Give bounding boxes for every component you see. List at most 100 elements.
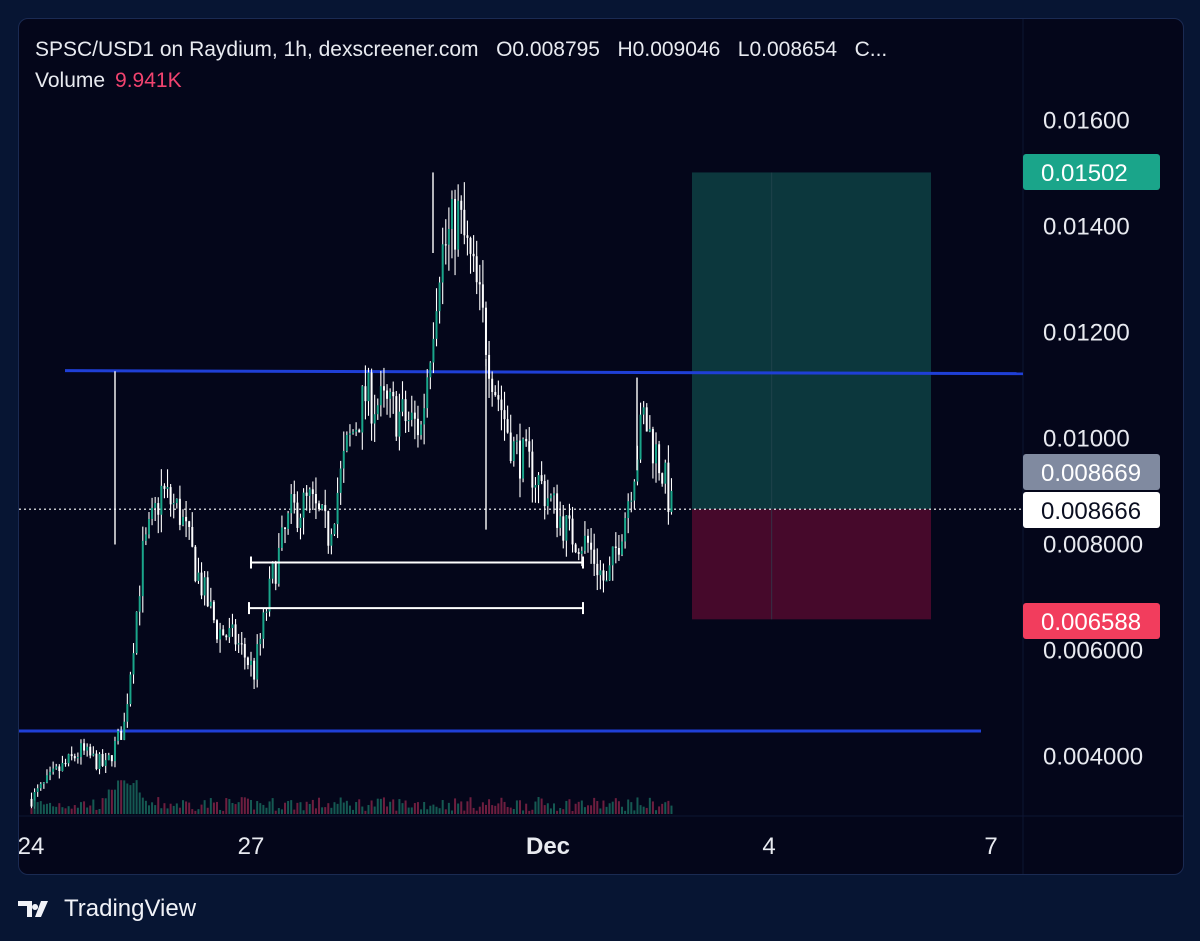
volume-bar	[268, 801, 271, 814]
volume-bar	[246, 798, 249, 814]
candle-body	[549, 495, 552, 499]
volume-bar	[178, 807, 181, 814]
volume-bar	[528, 810, 531, 814]
candle-body	[444, 244, 447, 246]
volume-bar	[348, 805, 351, 814]
volume-bar	[70, 808, 73, 814]
volume-bar	[151, 802, 154, 814]
tradingview-footer[interactable]: TradingView	[18, 893, 196, 925]
volume-bar	[284, 802, 287, 814]
candle-body	[642, 407, 645, 415]
volume-bar	[311, 799, 314, 814]
candle-body	[457, 200, 460, 250]
volume-bar	[546, 803, 549, 814]
candle-body	[101, 753, 104, 766]
candle-body	[655, 444, 658, 464]
volume-bar	[352, 809, 355, 814]
candle-body	[246, 657, 249, 666]
candle-body	[376, 405, 379, 415]
candle-body	[355, 429, 358, 432]
volume-bar	[185, 801, 188, 814]
volume-bar	[481, 802, 484, 814]
volume-bar	[389, 801, 392, 814]
volume-bar	[571, 810, 574, 814]
volume-bar	[639, 805, 642, 814]
volume-bar	[120, 780, 123, 814]
volume-bar	[472, 807, 475, 814]
candle-body	[605, 580, 608, 582]
volume-bar	[423, 801, 426, 814]
y-tick-label: 0.01400	[1043, 214, 1130, 241]
candle-body	[574, 544, 577, 553]
volume-bar	[450, 810, 453, 814]
volume-bar	[494, 805, 497, 814]
volume-bar	[253, 809, 256, 814]
volume-bar	[132, 783, 135, 814]
candle-body	[83, 743, 86, 751]
candle-body	[265, 611, 268, 613]
candle-body	[617, 548, 620, 555]
volume-bar	[488, 799, 491, 814]
candle-body	[481, 284, 484, 308]
candle-body	[314, 493, 317, 504]
volume-bar	[234, 804, 237, 814]
candle-body	[160, 485, 163, 515]
volume-bar	[36, 802, 39, 814]
candle-body	[268, 578, 271, 612]
y-tick-label: 0.01000	[1043, 426, 1130, 453]
candle-body	[441, 244, 444, 283]
volume-bar	[420, 809, 423, 814]
candle-body	[621, 541, 624, 555]
volume-bar	[531, 809, 534, 814]
candle-body	[138, 596, 141, 612]
candle-body	[274, 562, 277, 584]
candle-body	[299, 517, 302, 528]
candle-body	[123, 721, 126, 740]
volume-bar	[655, 810, 658, 814]
candle-body	[543, 481, 546, 507]
candle-body	[389, 391, 392, 399]
volume-bar	[562, 809, 565, 814]
volume-bar	[296, 802, 299, 814]
x-tick-label: 7	[984, 833, 997, 860]
candle-body	[528, 441, 531, 452]
volume-bar	[271, 798, 274, 814]
price-tag-bg	[1023, 154, 1160, 190]
volume-bar	[55, 806, 58, 814]
candle-body	[432, 338, 435, 363]
candle-body	[627, 501, 630, 519]
candle-body	[410, 412, 413, 420]
volume-bar	[537, 797, 540, 814]
candle-body	[219, 629, 222, 640]
volume-bar	[76, 807, 79, 814]
price-chart[interactable]: 0.01600 0.01400 0.01200 0.01000 0.008000 0.00…	[19, 19, 1183, 874]
candle-body	[608, 565, 611, 581]
candle-body	[95, 753, 98, 770]
volume-bar	[512, 809, 515, 814]
candle-body	[614, 546, 617, 549]
volume-bar	[596, 801, 599, 814]
volume-bar	[370, 800, 373, 814]
candle-body	[212, 601, 215, 621]
volume-bar	[293, 809, 296, 814]
volume-bar	[191, 809, 194, 814]
volume-bar	[308, 803, 311, 814]
candle-body	[460, 200, 463, 210]
candle-body	[472, 253, 475, 257]
volume-bar	[441, 800, 444, 814]
candle-body	[231, 624, 234, 629]
volume-bar	[231, 802, 234, 814]
volume-bar	[290, 800, 293, 814]
volume-bar	[478, 806, 481, 814]
close-value: C...	[854, 38, 888, 61]
candle-body	[126, 704, 129, 722]
candle-body	[348, 433, 351, 435]
volume-bar	[101, 798, 104, 814]
candle-body	[302, 492, 305, 518]
volume-bar	[327, 803, 330, 814]
candle-body	[333, 524, 336, 535]
volume-bar	[42, 804, 45, 814]
candle-body	[58, 766, 61, 772]
candle-body	[475, 256, 478, 283]
volume-bar	[602, 800, 605, 814]
